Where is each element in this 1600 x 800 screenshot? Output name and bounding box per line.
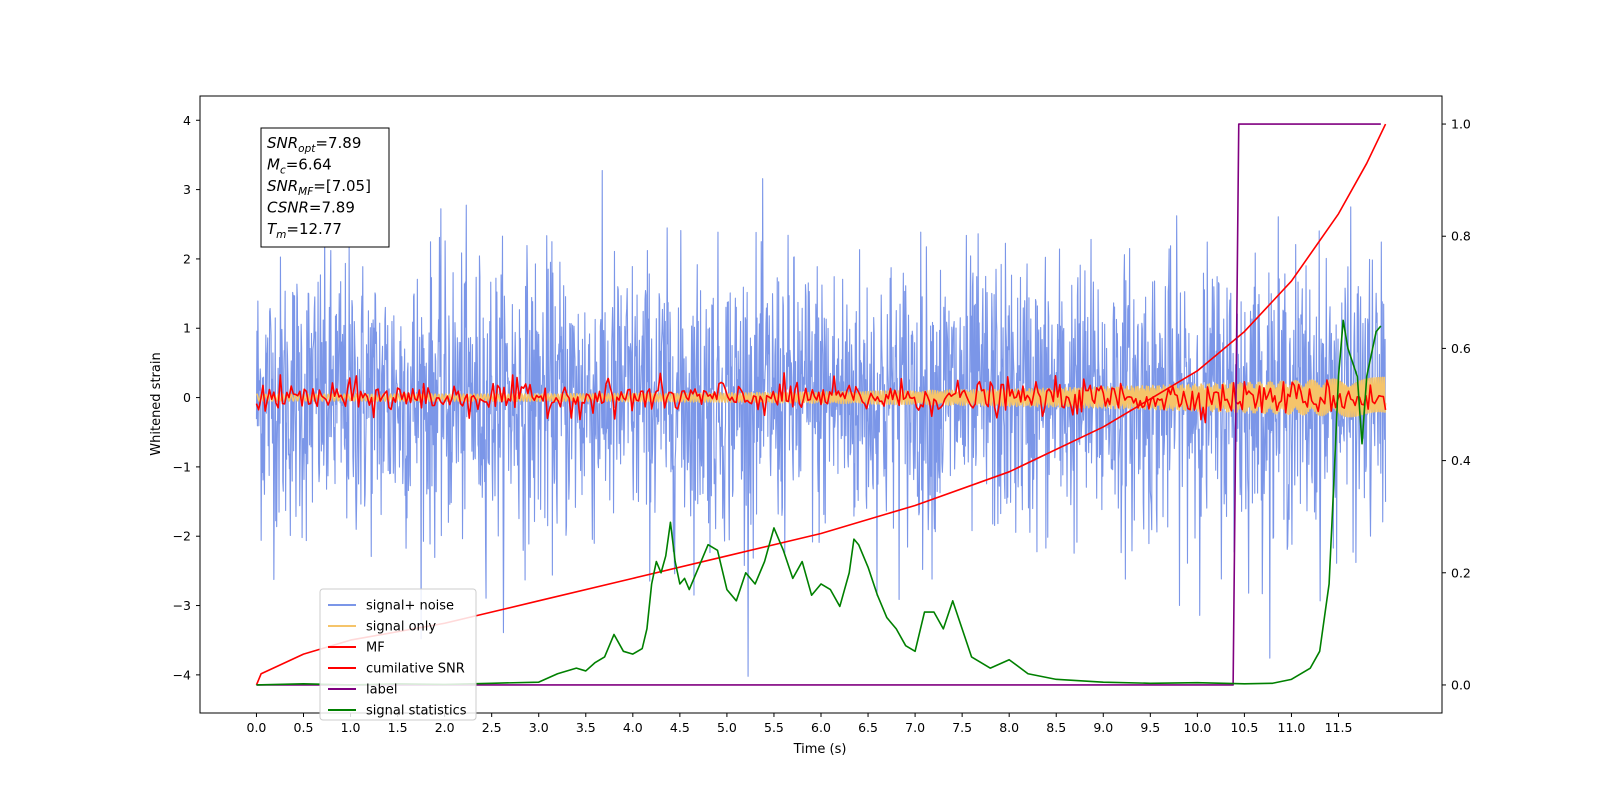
x-tick-label: 11.5 — [1325, 720, 1353, 735]
x-tick-label: 9.0 — [1093, 720, 1113, 735]
series-label — [256, 123, 1381, 686]
y-tick-label: 1 — [183, 321, 191, 336]
y-tick-label: 0 — [183, 390, 191, 405]
annotation-line: SNRMF=[7.05] — [267, 177, 371, 198]
y2-tick-label: 0.2 — [1451, 565, 1471, 580]
x-tick-label: 3.5 — [576, 720, 596, 735]
x-tick-label: 1.0 — [341, 720, 361, 735]
legend-label: signal only — [366, 620, 436, 635]
x-tick-label: 0.5 — [294, 720, 314, 735]
y-tick-label: 2 — [183, 251, 191, 266]
x-tick-label: 1.5 — [388, 720, 408, 735]
series-mf — [255, 372, 1387, 424]
legend-label: label — [366, 683, 397, 698]
annotation-line: Tm=12.77 — [267, 220, 342, 241]
legend-label: signal statistics — [366, 704, 467, 719]
y2-tick-label: 0.0 — [1451, 677, 1471, 692]
legend-label: cumilative SNR — [366, 662, 465, 677]
x-tick-label: 2.0 — [435, 720, 455, 735]
y2-tick-label: 0.8 — [1451, 229, 1471, 244]
x-tick-label: 5.0 — [717, 720, 737, 735]
y-tick-label: −4 — [173, 667, 191, 682]
y-tick-label: 4 — [183, 113, 191, 128]
axis-ticks: 0.0 0.5 1.0 1.5 2.0 2.5 3.0 3.5 4.0 4.5 5.0 5.5 6.0 6… — [173, 113, 1471, 735]
x-tick-label: 4.0 — [623, 720, 643, 735]
y-tick-label: −2 — [173, 529, 191, 544]
y2-tick-label: 1.0 — [1451, 117, 1471, 132]
y-tick-label: 3 — [183, 182, 191, 197]
y2-tick-label: 0.6 — [1451, 341, 1471, 356]
x-tick-label: 3.0 — [529, 720, 549, 735]
legend: signal+ noise signal only MF cumilative SNR… — [319, 588, 477, 721]
x-tick-label: 10.5 — [1230, 720, 1258, 735]
x-tick-label: 5.5 — [764, 720, 784, 735]
legend-label: MF — [366, 641, 385, 656]
series-signal-statistics — [256, 319, 1382, 686]
y2-tick-label: 0.4 — [1451, 453, 1471, 468]
legend-label: signal+ noise — [366, 599, 454, 614]
x-tick-label: 6.5 — [858, 720, 878, 735]
x-tick-label: 7.5 — [952, 720, 972, 735]
x-axis-label: Time (s) — [793, 742, 847, 757]
x-tick-label: 4.5 — [670, 720, 690, 735]
x-tick-label: 6.0 — [811, 720, 831, 735]
y-tick-label: −1 — [173, 459, 191, 474]
annotation-line: SNRopt=7.89 — [267, 134, 361, 155]
y-tick-label: −3 — [173, 598, 191, 613]
annotation-line: CSNR=7.89 — [267, 199, 355, 217]
x-tick-label: 10.0 — [1183, 720, 1211, 735]
x-tick-label: 2.5 — [482, 720, 502, 735]
x-tick-label: 8.0 — [999, 720, 1019, 735]
x-tick-label: 8.5 — [1046, 720, 1066, 735]
series-signal-only — [255, 376, 1387, 418]
y-axis-label: Whitened strain — [149, 352, 164, 455]
x-tick-label: 0.0 — [247, 720, 267, 735]
x-tick-label: 7.0 — [905, 720, 925, 735]
x-tick-label: 11.0 — [1278, 720, 1306, 735]
annotation-line: Mc=6.64 — [267, 156, 332, 177]
x-tick-label: 9.5 — [1140, 720, 1160, 735]
